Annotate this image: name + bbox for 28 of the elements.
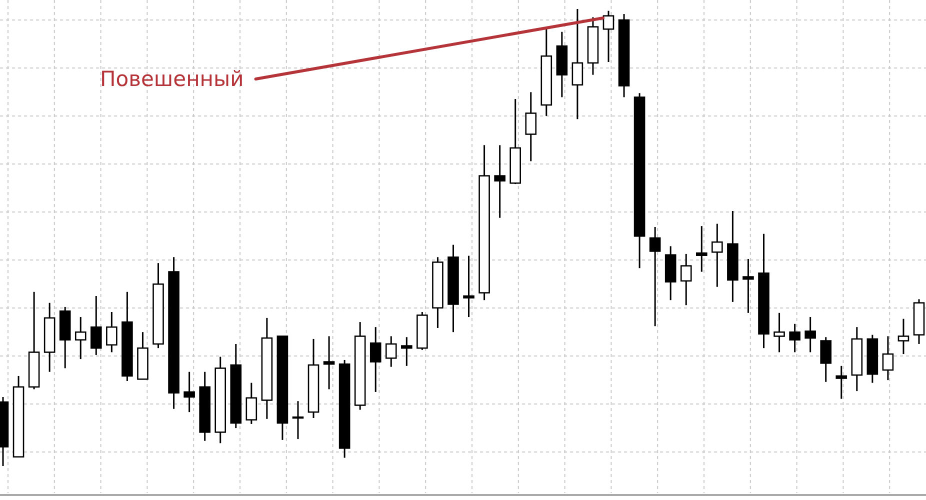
candlestick [90, 295, 102, 356]
candlestick [804, 316, 816, 353]
candlestick [789, 323, 800, 353]
candlestick [401, 336, 412, 367]
annotation: Повешенный [100, 67, 244, 91]
candlestick [370, 326, 382, 393]
candlestick [323, 335, 335, 390]
candlestick [184, 371, 195, 413]
candlestick [712, 223, 723, 288]
candlestick [696, 225, 708, 273]
candlestick [649, 226, 661, 327]
candlestick [602, 10, 614, 63]
candlestick [742, 258, 754, 314]
candlestick [525, 91, 537, 162]
candlestick [898, 318, 910, 355]
candlestick [680, 253, 692, 306]
candlestick [572, 8, 584, 120]
candlestick [385, 335, 397, 368]
candlestick [494, 144, 506, 219]
candlestick [836, 365, 848, 400]
candlestick [463, 255, 474, 318]
candlestick [106, 311, 118, 353]
candlestick [292, 400, 304, 440]
candlestick [882, 335, 894, 381]
candlestick [774, 312, 785, 353]
candlestick [74, 316, 86, 360]
candlestick [820, 336, 832, 383]
candlestick [246, 382, 258, 425]
